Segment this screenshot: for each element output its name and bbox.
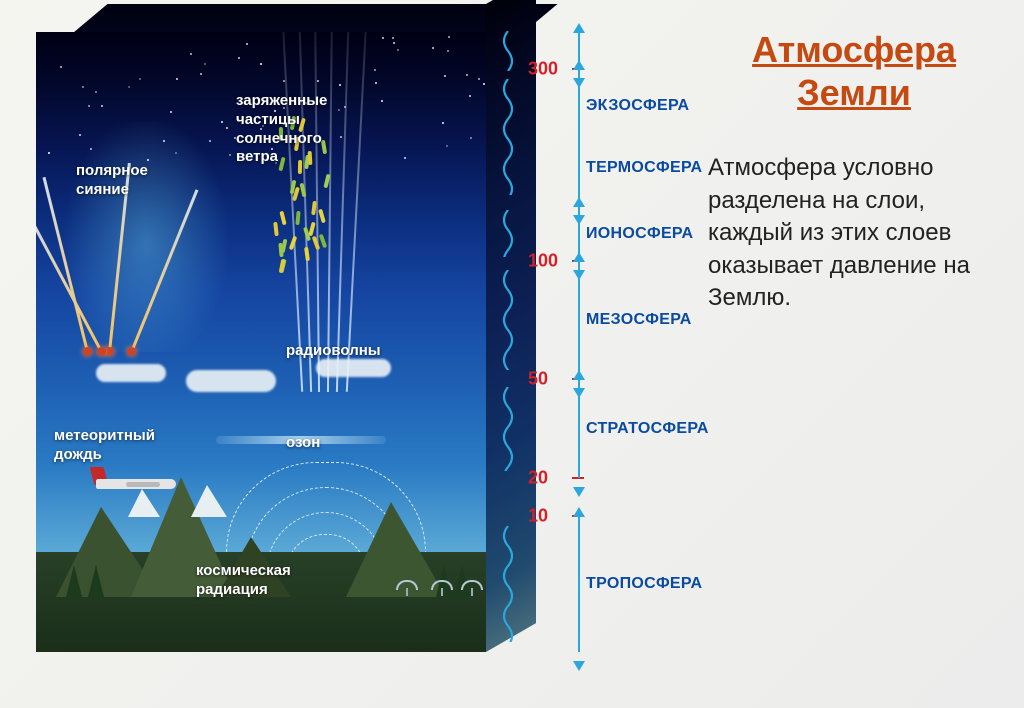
layer-экзосфера: ЭКЗОСФЕРА bbox=[586, 97, 689, 115]
layer-тропосфера: ТРОПОСФЕРА bbox=[586, 575, 702, 593]
layer-термосфера: ТЕРМОСФЕРА bbox=[586, 159, 702, 177]
text-column: Атмосфера Земли Атмосфера условно раздел… bbox=[708, 0, 1024, 708]
slide-title: Атмосфера Земли bbox=[708, 28, 1000, 114]
cube-3d: полярноесияние заряженныечастицысолнечно… bbox=[36, 32, 486, 652]
aurora-glow bbox=[36, 122, 266, 352]
front-face: полярноесияние заряженныечастицысолнечно… bbox=[36, 32, 486, 652]
scale-tick-20: 20 bbox=[528, 468, 548, 489]
label-solar-wind: заряженныечастицысолнечноговетра bbox=[236, 92, 327, 167]
label-meteor: метеоритныйдождь bbox=[54, 427, 155, 465]
wavy-line bbox=[496, 270, 520, 370]
wavy-line bbox=[496, 31, 520, 71]
layer-ионосфера: ИОНОСФЕРА bbox=[586, 225, 693, 243]
scale-tick-10: 10 bbox=[528, 505, 548, 526]
atmosphere-diagram: полярноесияние заряженныечастицысолнечно… bbox=[8, 14, 708, 694]
title-line2: Земли bbox=[797, 72, 911, 113]
slide-paragraph: Атмосфера условно разделена на слои, каж… bbox=[708, 152, 1000, 314]
scale-tick-50: 50 bbox=[528, 369, 548, 390]
scale-tick-300: 300 bbox=[528, 59, 558, 80]
wavy-line bbox=[496, 387, 520, 471]
layer-стратосфера: СТРАТОСФЕРА bbox=[586, 420, 709, 438]
label-ozone: озон bbox=[286, 434, 320, 453]
wavy-line bbox=[496, 526, 520, 642]
label-aurora: полярноесияние bbox=[76, 162, 148, 200]
altitude-scale: 300 100 50 20 10 ЭКЗОСФЕРА ТЕРМОСФЕРА ИОНОСФЕРА… bbox=[528, 32, 708, 652]
title-line1: Атмосфера bbox=[752, 29, 956, 70]
label-radiowaves: радиоволны bbox=[286, 342, 381, 361]
scale-tick-100: 100 bbox=[528, 251, 558, 272]
wavy-line bbox=[496, 79, 520, 195]
label-cosmic: космическаярадиация bbox=[196, 562, 291, 600]
layer-мезосфера: МЕЗОСФЕРА bbox=[586, 311, 692, 329]
wavy-line bbox=[496, 210, 520, 257]
